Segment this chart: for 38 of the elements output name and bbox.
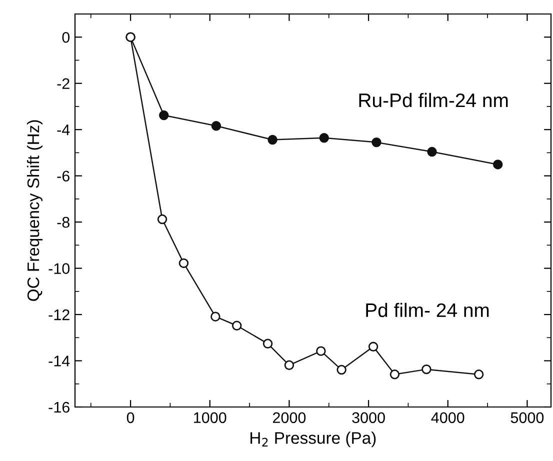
x-tick-label: 3000: [352, 412, 385, 424]
point: [492, 160, 503, 170]
series-label: Pd film- 24 nm: [366, 302, 489, 318]
point: [372, 137, 382, 148]
y-tick-label: -10: [48, 263, 70, 274]
point: [422, 364, 432, 374]
y-tick-label: -12: [48, 309, 70, 320]
point: [157, 214, 168, 224]
y-tick-label: -6: [57, 170, 70, 182]
point: [211, 121, 222, 131]
x-axis-title: H$_{2}$ Pressure (Pa): [250, 432, 376, 448]
y-tick-label: -16: [48, 402, 70, 413]
y-tick-label: -8: [57, 216, 70, 228]
point: [427, 146, 437, 157]
y-tick-label: -4: [57, 124, 70, 136]
point: [232, 320, 242, 330]
point: [316, 346, 326, 356]
y-tick-label: 0: [62, 32, 70, 43]
y-tick-label: -2: [57, 78, 70, 89]
point: [390, 370, 400, 380]
point: [319, 133, 329, 143]
series-label: Ru-Pd film-24 nm: [359, 92, 508, 108]
point: [158, 110, 169, 120]
point: [474, 370, 484, 380]
y-tick-label: -14: [48, 356, 70, 366]
point: [336, 364, 346, 375]
point: [262, 338, 273, 349]
x-tick-label: 5000: [510, 412, 544, 424]
y-axis-title: QC Frequency Shift (Hz): [26, 120, 43, 301]
x-tick-label: 2000: [272, 412, 306, 424]
x-tick-label: 0: [126, 412, 134, 424]
point: [210, 312, 220, 322]
point: [368, 342, 378, 352]
x-tick-label: 1000: [194, 412, 226, 424]
point: [268, 134, 278, 145]
point: [284, 360, 294, 370]
point: [178, 258, 189, 268]
x-tick-label: 4000: [431, 412, 464, 424]
